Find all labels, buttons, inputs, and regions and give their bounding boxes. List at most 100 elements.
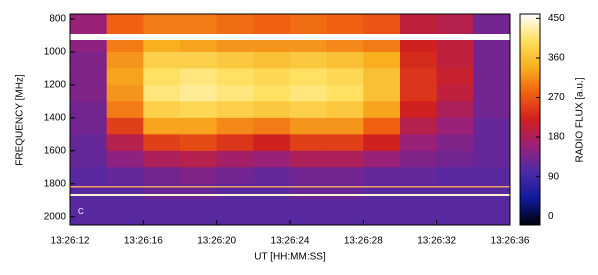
heatmap-cell [436, 51, 474, 69]
heatmap-cell [326, 134, 364, 152]
heatmap-cell [216, 51, 254, 69]
heatmap-cell [253, 200, 291, 226]
heatmap-cell [253, 167, 291, 185]
heatmap-cell [436, 134, 474, 152]
heatmap-cell [216, 134, 254, 152]
heatmap-cell [106, 134, 144, 152]
heatmap-cell [363, 101, 401, 119]
x-tick-label: 13:26:12 [51, 236, 90, 247]
heatmap-cell [216, 101, 254, 119]
x-tick-label: 13:26:32 [417, 236, 456, 247]
heatmap-cell [400, 183, 438, 201]
heatmap-cell [106, 117, 144, 135]
heatmap-cell [253, 84, 291, 102]
heatmap-cell [326, 84, 364, 102]
heatmap-cell [290, 68, 328, 86]
heatmap-cell [180, 183, 218, 201]
heatmap-cell [400, 68, 438, 86]
heatmap-cell [473, 150, 511, 168]
heatmap-cell [180, 117, 218, 135]
heatmap-cell [216, 68, 254, 86]
heatmap-cell [70, 117, 108, 135]
y-tick-label: 2000 [44, 211, 67, 222]
colorbar-tick-label: 90 [548, 171, 560, 182]
heatmap-cell [290, 14, 328, 36]
heatmap-cell [436, 68, 474, 86]
heatmap-cell [70, 14, 108, 36]
heatmap-cell [436, 150, 474, 168]
heatmap-cell [180, 167, 218, 185]
x-tick-label: 13:26:36 [491, 236, 530, 247]
heatmap-cell [70, 134, 108, 152]
heatmap-cell [473, 51, 511, 69]
heatmap-cell [106, 167, 144, 185]
heatmap-cell [70, 84, 108, 102]
heatmap-cell [326, 167, 364, 185]
y-axis-title: FREQUENCY [MHz] [15, 74, 26, 166]
y-tick-label: 800 [49, 14, 66, 25]
heatmap-cell [363, 68, 401, 86]
heatmap-cell [400, 84, 438, 102]
heatmap-cell [106, 51, 144, 69]
heatmap-cell [290, 150, 328, 168]
colorbar [519, 13, 541, 226]
heatmap-cell [290, 200, 328, 226]
heatmap-cell [473, 14, 511, 36]
heatmap-cell [180, 51, 218, 69]
heatmap-cell [216, 167, 254, 185]
heatmap-cell [216, 14, 254, 36]
heatmap-cell [70, 68, 108, 86]
interference-line [70, 194, 510, 196]
heatmap-cell [400, 51, 438, 69]
heatmap-cell [180, 200, 218, 226]
heatmap-cell [143, 14, 181, 36]
heatmap-cell [473, 117, 511, 135]
heatmap-cell [106, 14, 144, 36]
heatmap-cell [290, 51, 328, 69]
data-gap [70, 34, 510, 40]
interference-line [70, 186, 510, 188]
heatmap-cell [363, 183, 401, 201]
heatmap-cell [326, 101, 364, 119]
heatmap-cell [253, 150, 291, 168]
heatmap-cell [180, 150, 218, 168]
heatmap-cell [400, 101, 438, 119]
heatmap-cell [253, 101, 291, 119]
x-axis-title: UT [HH:MM:SS] [254, 252, 326, 263]
heatmap-cell [143, 51, 181, 69]
heatmap [70, 14, 511, 226]
heatmap-cell [363, 117, 401, 135]
heatmap-cell [180, 134, 218, 152]
heatmap-cell [106, 84, 144, 102]
heatmap-cell [106, 101, 144, 119]
heatmap-cell [326, 117, 364, 135]
heatmap-cell [363, 167, 401, 185]
heatmap-cell [180, 14, 218, 36]
heatmap-cell [400, 150, 438, 168]
heatmap-cell [400, 14, 438, 36]
heatmap-cell [143, 134, 181, 152]
heatmap-cell [326, 200, 364, 226]
heatmap-cell [180, 68, 218, 86]
y-tick-label: 1600 [44, 145, 67, 156]
y-tick-label: 1800 [44, 178, 67, 189]
heatmap-cell [436, 183, 474, 201]
heatmap-cell [70, 51, 108, 69]
colorbar-title: RADIO FLUX [a.u.] [575, 77, 586, 162]
heatmap-cell [473, 101, 511, 119]
heatmap-cell [106, 200, 144, 226]
heatmap-cell [290, 101, 328, 119]
heatmap-cell [326, 68, 364, 86]
heatmap-cell [363, 84, 401, 102]
heatmap-cell [363, 51, 401, 69]
heatmap-cell [143, 167, 181, 185]
heatmap-cell [436, 167, 474, 185]
colorbar-tick-label: 360 [548, 53, 565, 64]
heatmap-cell [216, 150, 254, 168]
heatmap-cell [143, 200, 181, 226]
heatmap-cell [326, 51, 364, 69]
heatmap-cell [473, 183, 511, 201]
heatmap-cell [253, 117, 291, 135]
heatmap-cell [253, 51, 291, 69]
heatmap-cell [473, 84, 511, 102]
